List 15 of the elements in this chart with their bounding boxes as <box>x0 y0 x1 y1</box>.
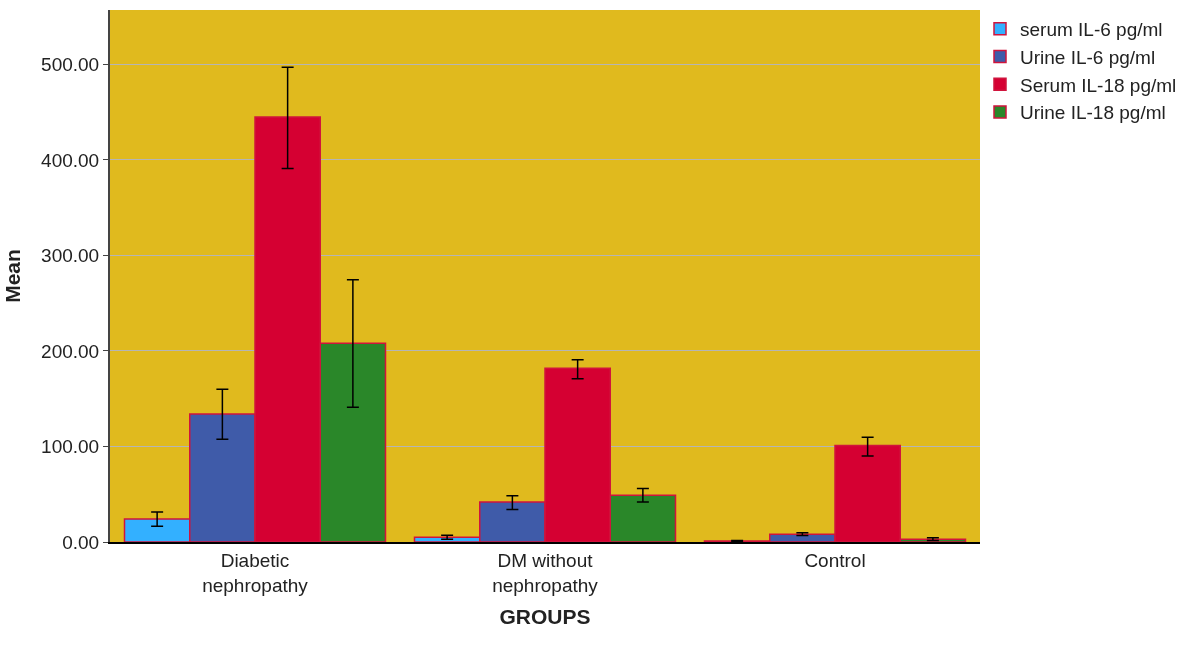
y-tick-label: 200.00 <box>41 340 100 362</box>
x-tick-label: Control <box>804 549 866 571</box>
x-tick-label: Diabetic nephropathy <box>202 549 309 596</box>
legend-label: Urine IL-18 pg/ml <box>1020 102 1166 124</box>
y-tick-label: 500.00 <box>41 54 100 76</box>
x-axis-title: GROUPS <box>499 605 591 629</box>
legend-label: serum IL-6 pg/ml <box>1020 19 1163 41</box>
y-tick-label: 300.00 <box>41 245 100 267</box>
legend-label: Serum IL-18 pg/ml <box>1020 74 1177 96</box>
y-tick-label: 0.00 <box>62 531 100 553</box>
y-tick-label: 400.00 <box>41 149 100 171</box>
y-axis-title: Mean <box>0 249 24 303</box>
legend-label: Urine IL-6 pg/ml <box>1020 46 1156 68</box>
x-tick-label: DM without nephropathy <box>492 549 599 596</box>
y-tick-label: 100.00 <box>41 436 100 458</box>
